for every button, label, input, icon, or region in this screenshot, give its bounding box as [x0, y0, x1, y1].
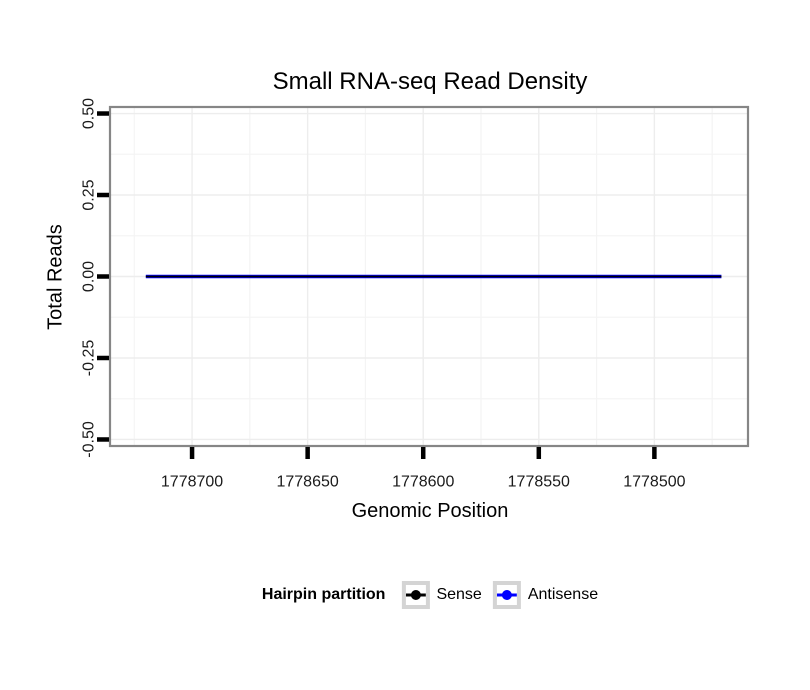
legend-key-sense	[401, 581, 430, 609]
legend-key-antisense	[492, 581, 521, 609]
y-axis-tick-label: 0.00	[81, 261, 98, 292]
chart-title: Small RNA-seq Read Density	[272, 68, 588, 95]
x-axis-tick-label: 1778650	[276, 474, 338, 491]
y-axis-tick-label: 0.50	[81, 98, 98, 129]
legend-title: Hairpin partition	[261, 586, 386, 603]
y-axis-tick-label: -0.50	[81, 421, 98, 458]
chart-svg: 1778700 1778650 1778600 1778550 1778500 0.50 0…	[81, 98, 750, 491]
x-axis-title: Genomic Position	[351, 500, 509, 522]
legend-label-antisense: Antisense	[527, 586, 599, 603]
y-axis-tick-label: 0.25	[81, 179, 98, 210]
y-axis-title: Total Reads	[44, 224, 67, 330]
legend-entry-antisense: Antisense	[492, 581, 599, 609]
x-axis-tick-label: 1778700	[161, 474, 223, 491]
sense-key-glyph-icon	[405, 590, 426, 600]
x-axis-tick-label: 1778600	[392, 474, 454, 491]
y-axis-tick-label: -0.25	[81, 340, 98, 377]
x-axis-tick-label: 1778550	[508, 474, 570, 491]
panel-border	[108, 105, 750, 448]
legend-entry-sense: Sense	[401, 581, 482, 609]
legend: Hairpin partition Sense Antisense	[262, 581, 598, 609]
x-axis-tick-label: 1778500	[623, 474, 685, 491]
antisense-key-glyph-icon	[496, 590, 517, 600]
legend-label-sense: Sense	[436, 586, 482, 603]
